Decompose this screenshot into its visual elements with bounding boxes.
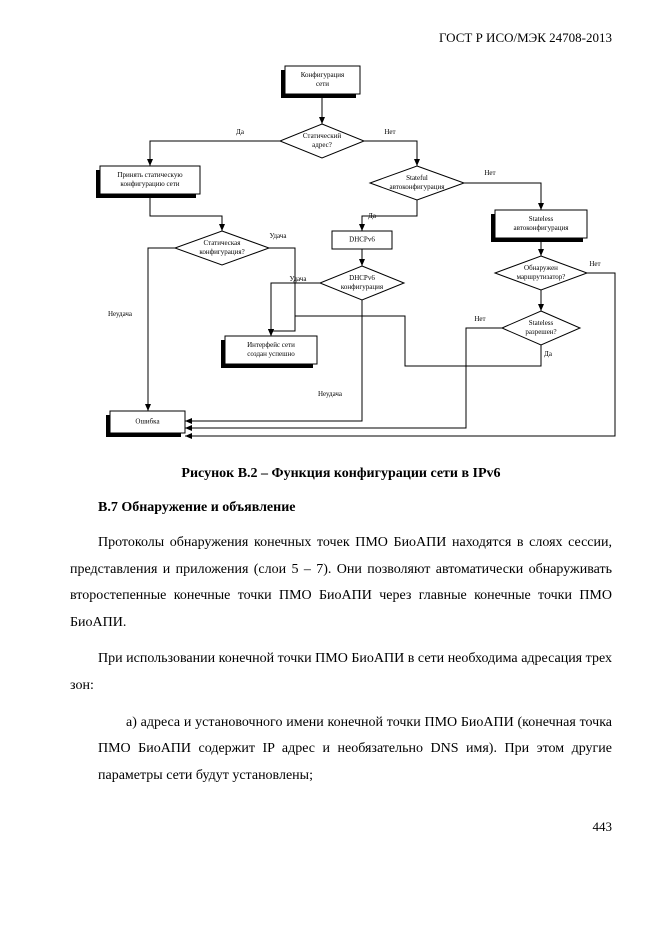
svg-text:Статическая: Статическая — [204, 239, 242, 247]
svg-text:конфигурацию сети: конфигурацию сети — [120, 180, 179, 188]
document-page: ГОСТ Р ИСО/МЭК 24708-2013 Да Нет Да Нет Удач… — [0, 0, 662, 865]
svg-text:Да: Да — [368, 212, 377, 220]
section-heading: В.7 Обнаружение и объявление — [98, 500, 612, 516]
svg-text:Нет: Нет — [384, 128, 395, 136]
svg-text:Интерфейс сети: Интерфейс сети — [247, 341, 295, 349]
page-number: 443 — [70, 819, 612, 835]
svg-text:Статический: Статический — [303, 132, 342, 140]
svg-text:адрес?: адрес? — [312, 141, 332, 149]
svg-text:Stateless: Stateless — [529, 319, 554, 327]
paragraph-3: a) адреса и установочного имени конечной… — [98, 710, 612, 790]
document-header: ГОСТ Р ИСО/МЭК 24708-2013 — [70, 30, 612, 46]
svg-text:Удача: Удача — [270, 232, 288, 240]
paragraph-1: Протоколы обнаружения конечных точек ПМО… — [70, 530, 612, 636]
figure-caption: Рисунок В.2 – Функция конфигурации сети … — [70, 466, 612, 482]
svg-text:Принять статическую: Принять статическую — [117, 171, 182, 179]
flowchart-figure: Да Нет Да Нет Удача Неудача Удача Неудача Нет Нет… — [70, 56, 630, 456]
svg-text:конфигурация: конфигурация — [341, 283, 384, 291]
svg-text:Конфигурация: Конфигурация — [301, 71, 345, 79]
svg-text:автоконфигурация: автоконфигурация — [514, 224, 570, 232]
svg-text:Stateless: Stateless — [529, 215, 554, 223]
svg-text:Да: Да — [236, 128, 245, 136]
svg-text:Удача: Удача — [290, 275, 308, 283]
svg-text:конфигурация?: конфигурация? — [199, 248, 244, 256]
svg-text:DHCPv6: DHCPv6 — [349, 274, 375, 282]
svg-text:автоконфигурация: автоконфигурация — [390, 183, 446, 191]
paragraph-2: При использовании конечной точки ПМО Био… — [70, 646, 612, 699]
svg-text:Неудача: Неудача — [108, 310, 133, 318]
svg-text:маршрутизатор?: маршрутизатор? — [517, 273, 566, 281]
svg-text:Нет: Нет — [484, 169, 495, 177]
svg-text:Нет: Нет — [589, 260, 600, 268]
svg-text:разрешен?: разрешен? — [525, 328, 556, 336]
svg-text:Неудача: Неудача — [318, 390, 343, 398]
svg-text:создан успешно: создан успешно — [247, 350, 295, 358]
svg-text:сети: сети — [316, 80, 329, 88]
svg-text:Ошибка: Ошибка — [135, 418, 160, 426]
svg-text:Stateful: Stateful — [406, 174, 428, 182]
svg-text:Обнаружен: Обнаружен — [524, 264, 558, 272]
svg-text:Да: Да — [544, 350, 553, 358]
svg-text:DHCPv6: DHCPv6 — [349, 236, 375, 244]
svg-text:Нет: Нет — [474, 315, 485, 323]
